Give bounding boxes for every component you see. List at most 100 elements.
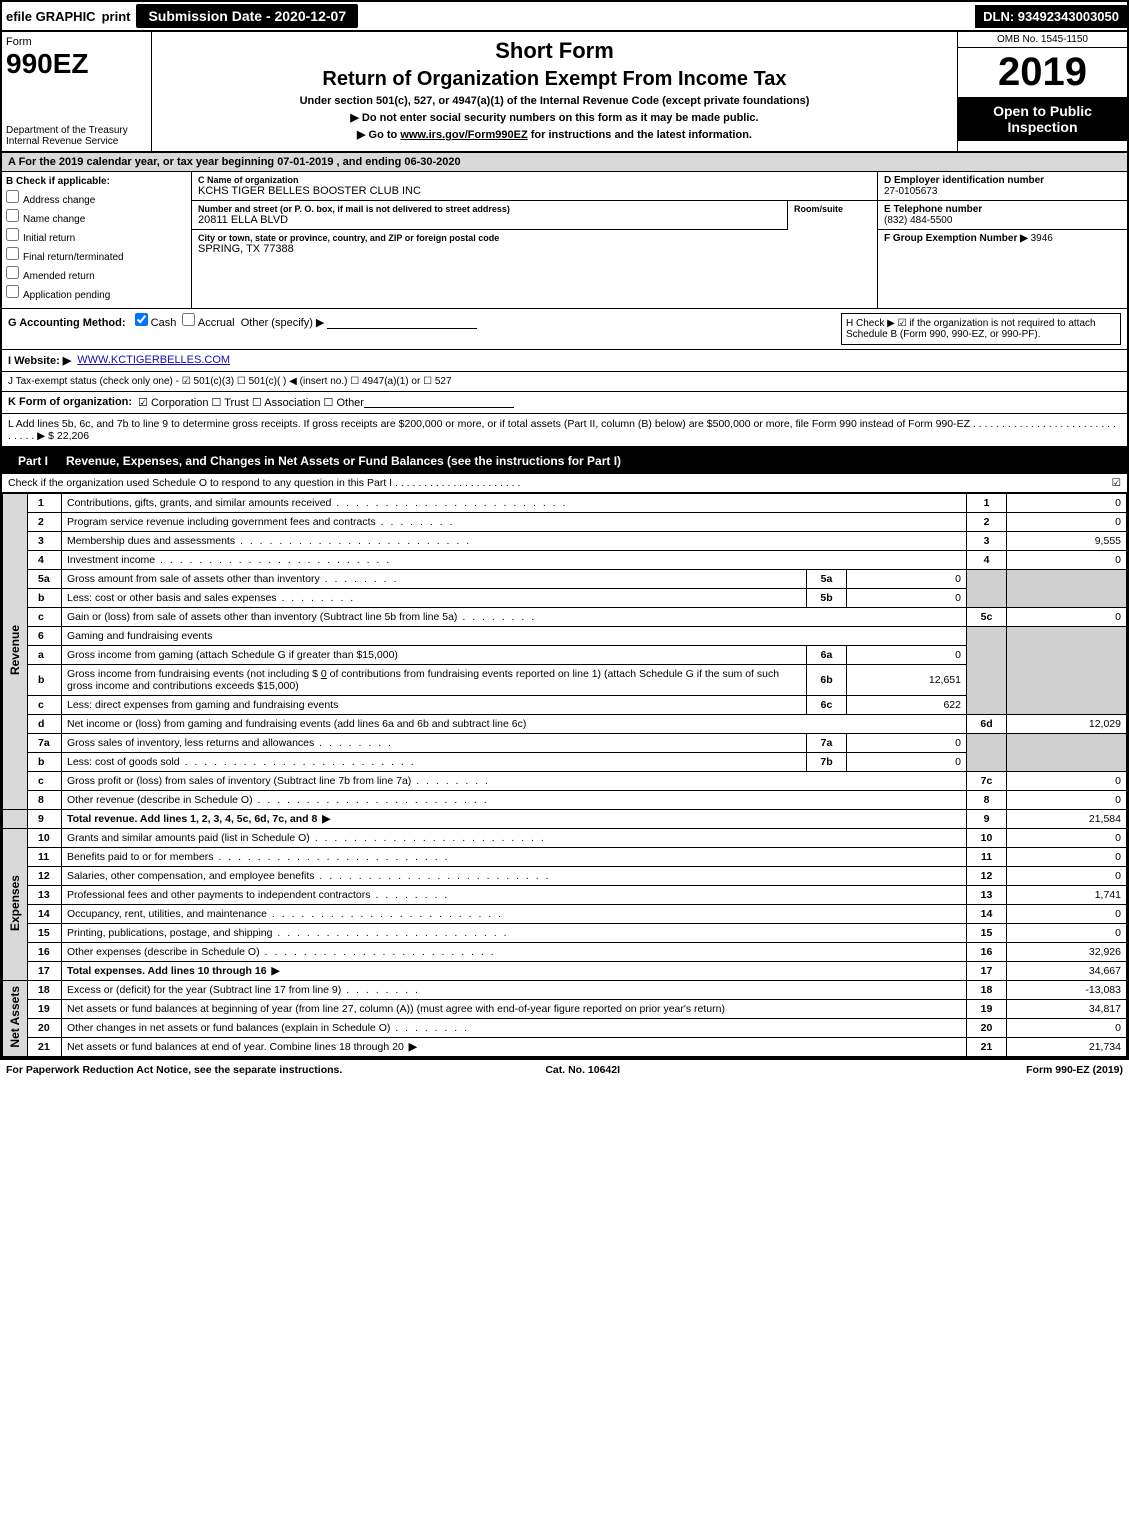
row-k: K Form of organization: ☑ Corporation ☐ … (2, 392, 1127, 414)
ein-value: 27-0105673 (884, 186, 1121, 197)
c-addr-label: Number and street (or P. O. box, if mail… (198, 204, 781, 214)
table-row: c Less: direct expenses from gaming and … (3, 696, 1127, 715)
l-value: 22,206 (57, 430, 89, 442)
table-row: 2 Program service revenue including gove… (3, 513, 1127, 532)
k-other-blank (364, 396, 514, 408)
section-d-e-f: D Employer identification number 27-0105… (877, 172, 1127, 308)
chk-address-change[interactable] (6, 190, 19, 203)
table-row: 17 Total expenses. Add lines 10 through … (3, 962, 1127, 981)
topbar-left: efile GRAPHIC print Submission Date - 20… (2, 2, 362, 30)
tel-value: (832) 484-5500 (884, 215, 1121, 226)
org-city: SPRING, TX 77388 (198, 243, 871, 255)
entity-block: B Check if applicable: Address change Na… (2, 172, 1127, 309)
group-exemption-label: F Group Exemption Number ▶ (884, 233, 1028, 244)
table-row: 6 Gaming and fundraising events (3, 627, 1127, 646)
form-number: 990EZ (6, 48, 147, 80)
table-row: 8 Other revenue (describe in Schedule O)… (3, 791, 1127, 810)
tel-label: E Telephone number (884, 204, 1121, 215)
footer: For Paperwork Reduction Act Notice, see … (0, 1059, 1129, 1080)
subtitle-3: ▶ Go to www.irs.gov/Form990EZ for instru… (162, 128, 947, 141)
part-i-title: Revenue, Expenses, and Changes in Net As… (66, 454, 1119, 468)
table-row: 4 Investment income 4 0 (3, 551, 1127, 570)
cat-number: Cat. No. 10642I (545, 1064, 620, 1076)
website-link[interactable]: WWW.KCTIGERBELLES.COM (77, 354, 230, 366)
revenue-side-label: Revenue (3, 494, 28, 810)
part-i-label: Part I (10, 452, 56, 470)
table-row: 12 Salaries, other compensation, and emp… (3, 867, 1127, 886)
room-label: Room/suite (794, 204, 871, 214)
other-specify-blank (327, 317, 477, 329)
table-row: b Gross income from fundraising events (… (3, 665, 1127, 696)
table-row: Net Assets 18 Excess or (deficit) for th… (3, 981, 1127, 1000)
table-row: Expenses 10 Grants and similar amounts p… (3, 829, 1127, 848)
tax-year: 2019 (958, 48, 1127, 97)
dln-label: DLN: 93492343003050 (975, 5, 1127, 28)
c-name-label: C Name of organization (198, 175, 871, 185)
table-row: 11 Benefits paid to or for members 11 0 (3, 848, 1127, 867)
row-i: I Website: ▶ WWW.KCTIGERBELLES.COM (2, 350, 1127, 372)
part-i-header: Part I Revenue, Expenses, and Changes in… (2, 448, 1127, 474)
subtitle-2: ▶ Do not enter social security numbers o… (162, 111, 947, 124)
chk-name-change[interactable] (6, 209, 19, 222)
b-label: B Check if applicable: (6, 176, 187, 187)
table-row: 13 Professional fees and other payments … (3, 886, 1127, 905)
table-row: 19 Net assets or fund balances at beginn… (3, 1000, 1127, 1019)
row-l: L Add lines 5b, 6c, and 7b to line 9 to … (2, 414, 1127, 448)
part-i-table: Revenue 1 Contributions, gifts, grants, … (2, 493, 1127, 1057)
form-990ez: efile GRAPHIC print Submission Date - 20… (0, 0, 1129, 1059)
irs-link[interactable]: www.irs.gov/Form990EZ (400, 129, 527, 141)
schedule-o-check: ☑ (1112, 477, 1121, 489)
table-row: a Gross income from gaming (attach Sched… (3, 646, 1127, 665)
chk-accrual[interactable] (182, 313, 195, 326)
chk-amended-return[interactable] (6, 266, 19, 279)
table-row: Revenue 1 Contributions, gifts, grants, … (3, 494, 1127, 513)
k-options: ☑ Corporation ☐ Trust ☐ Association ☐ Ot… (138, 396, 364, 409)
main-title: Return of Organization Exempt From Incom… (162, 68, 947, 91)
table-row: 16 Other expenses (describe in Schedule … (3, 943, 1127, 962)
omb-number: OMB No. 1545-1150 (958, 32, 1127, 48)
group-exemption-value: 3946 (1031, 233, 1053, 244)
pra-notice: For Paperwork Reduction Act Notice, see … (6, 1064, 342, 1076)
org-address: 20811 ELLA BLVD (198, 214, 781, 226)
row-j: J Tax-exempt status (check only one) - ☑… (2, 372, 1127, 392)
submission-date-pill: Submission Date - 2020-12-07 (136, 4, 358, 28)
table-row: 9 Total revenue. Add lines 1, 2, 3, 4, 5… (3, 810, 1127, 829)
table-row: 14 Occupancy, rent, utilities, and maint… (3, 905, 1127, 924)
section-c: C Name of organization KCHS TIGER BELLES… (192, 172, 877, 308)
ein-label: D Employer identification number (884, 175, 1121, 186)
period-row: A For the 2019 calendar year, or tax yea… (2, 153, 1127, 172)
table-row: c Gain or (loss) from sale of assets oth… (3, 608, 1127, 627)
org-name: KCHS TIGER BELLES BOOSTER CLUB INC (198, 185, 871, 197)
table-row: 15 Printing, publications, postage, and … (3, 924, 1127, 943)
form-reference: Form 990-EZ (2019) (1026, 1064, 1123, 1076)
table-row: 5a Gross amount from sale of assets othe… (3, 570, 1127, 589)
c-city-label: City or town, state or province, country… (198, 233, 871, 243)
subtitle-1: Under section 501(c), 527, or 4947(a)(1)… (162, 95, 947, 107)
expenses-side-label: Expenses (3, 829, 28, 981)
table-row: d Net income or (loss) from gaming and f… (3, 715, 1127, 734)
table-row: 7a Gross sales of inventory, less return… (3, 734, 1127, 753)
topbar: efile GRAPHIC print Submission Date - 20… (2, 2, 1127, 32)
table-row: b Less: cost or other basis and sales ex… (3, 589, 1127, 608)
table-row: 3 Membership dues and assessments 3 9,55… (3, 532, 1127, 551)
g-label: G Accounting Method: (8, 317, 126, 329)
chk-initial-return[interactable] (6, 228, 19, 241)
table-row: c Gross profit or (loss) from sales of i… (3, 772, 1127, 791)
form-header: Form 990EZ Department of the Treasury In… (2, 32, 1127, 153)
short-form-title: Short Form (162, 38, 947, 64)
h-check-box: H Check ▶ ☑ if the organization is not r… (841, 313, 1121, 345)
i-label: I Website: ▶ (8, 354, 71, 367)
table-row: b Less: cost of goods sold 7b 0 (3, 753, 1127, 772)
section-b: B Check if applicable: Address change Na… (2, 172, 192, 308)
header-right: OMB No. 1545-1150 2019 Open to Public In… (957, 32, 1127, 151)
chk-final-return[interactable] (6, 247, 19, 260)
chk-cash[interactable] (135, 313, 148, 326)
form-word: Form (6, 36, 147, 48)
open-to-public: Open to Public Inspection (958, 97, 1127, 141)
netassets-side-label: Net Assets (3, 981, 28, 1057)
efile-label: efile GRAPHIC (6, 9, 96, 24)
row-g-h: G Accounting Method: Cash Accrual Other … (2, 309, 1127, 350)
header-center: Short Form Return of Organization Exempt… (152, 32, 957, 151)
chk-application-pending[interactable] (6, 285, 19, 298)
print-button[interactable]: print (102, 9, 131, 24)
